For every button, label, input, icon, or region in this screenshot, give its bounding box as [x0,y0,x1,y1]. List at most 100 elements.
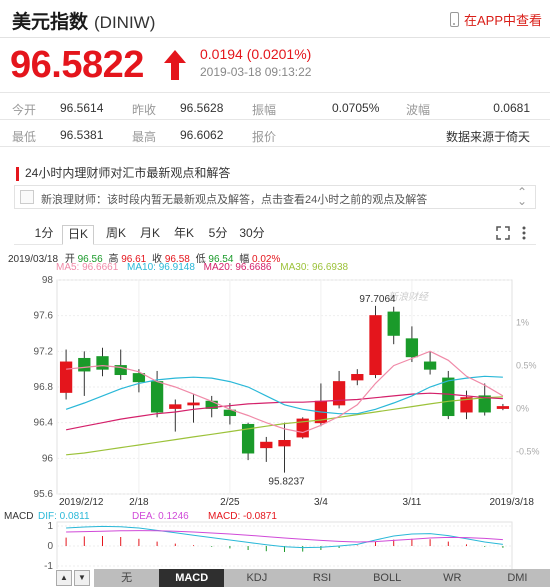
candle [296,418,309,438]
watermark: 新浪财经 [388,291,429,303]
x-tick-label: 2019/2/12 [59,497,104,508]
tab-2[interactable]: 周K [105,226,126,240]
open-in-app-link[interactable]: 在APP中查看 [449,10,542,29]
x-tick-label: 3/4 [314,497,328,508]
candle [114,365,127,376]
x-tick-label: 2/18 [129,497,149,508]
tab-3[interactable]: 月K [139,226,160,240]
ma5-line [66,350,504,434]
arrow-up-icon [164,50,186,80]
candle [369,315,382,376]
y-tick-label: 96 [42,453,54,464]
candle [223,409,237,417]
news-title-text: 24小时内理财师对汇市最新观点和解答 [25,166,231,180]
high-label: 最高 [132,130,157,144]
indicator-tab-macd[interactable]: MACD [159,569,225,587]
scroll-down-button[interactable]: ▼ [74,570,90,586]
y-tick-label: 95.6 [34,489,54,500]
ohlc-readout: 2019/03/18 开 96.56 高 96.61 收 96.58 低 96.… [8,250,280,265]
y-tick-label: 96.4 [34,418,54,429]
news-title[interactable]: 24小时内理财师对汇市最新观点和解答 [16,164,230,181]
stats-row: 最低 96.5381 最高 96.6062 报价 数据来源于倚天 [0,120,550,147]
amplitude-label: 振幅 [252,103,277,117]
indicator-tab-rsi[interactable]: RSI [312,572,332,584]
page-title: 美元指数 (DINIW) [12,12,156,33]
open-label: 开 [64,254,75,265]
open-in-app-label: 在APP中查看 [463,13,542,28]
chevron-updown-icon[interactable]: ⌃ ⌄ [516,185,527,208]
stats-row: 今开 96.5614 昨收 96.5628 振幅 0.0705% 波幅 0.06… [0,93,550,120]
amplitude-value: 0.0705% [332,101,380,115]
wave-value: 0.0681 [493,101,530,115]
candle [442,377,455,417]
tab-0[interactable]: 1分 [34,226,54,240]
ma-legend: MA5: 96.6661 MA10: 96.9148 MA20: 96.6686… [56,262,348,273]
ohlc-low: 96.54 [208,254,234,265]
high-value: 96.6062 [180,128,224,142]
period-tabs: 1分 日K 周K 月K 年K 5分 30分 [14,222,536,245]
header: 美元指数 (DINIW) 在APP中查看 [0,0,550,38]
quote-label: 报价 [252,130,277,144]
candle [460,397,473,413]
macd-dif: DIF: 0.0811 [38,511,90,522]
candle [478,395,491,413]
high-annotation: 97.7064 [359,294,396,305]
ticker-code: (DINIW) [94,13,156,32]
pct-tick-label: 1% [516,317,529,327]
low-label: 最低 [12,130,37,144]
x-tick-label: 2019/3/18 [490,497,535,508]
indicator-tab-无[interactable]: 无 [121,572,133,584]
candle [169,404,182,409]
macd-tick-label: 0 [47,541,53,552]
tab-5[interactable]: 5分 [208,226,228,240]
candle [405,338,419,358]
indicator-tab-boll[interactable]: BOLL [373,572,402,584]
ohlc-amp: 0.02% [252,254,281,265]
candle [351,374,364,381]
candle [260,441,273,449]
ohlc-high: 96.61 [121,254,147,265]
pct-tick-label: 0% [516,403,529,413]
indicator-tab-wr[interactable]: WR [443,572,462,584]
ma30-line [66,396,503,456]
candle [496,406,510,409]
high-label: 高 [108,254,119,265]
indicator-tab-kdj[interactable]: KDJ [246,572,268,584]
candle [332,381,346,406]
kline-chart[interactable]: 98 97.6 97.2 96.8 96.4 96 95.6 1% 0.5% 0% -0.5% 新浪财… [0,272,550,569]
pct-tick-label: 0.5% [516,360,537,370]
news-text: 新浪理财师：该时段内暂无最新观点及解答，点击查看24小时之前的观点及解答 [41,194,428,206]
accent-bar [16,166,19,181]
scroll-up-button[interactable]: ▲ [56,570,72,586]
dif-line [66,525,503,549]
ohlc-date: 2019/03/18 [8,254,59,265]
macd-dea: DEA: 0.1246 [132,511,189,522]
prev-close-value: 96.5628 [180,101,224,115]
indicator-tab-dmi[interactable]: DMI [507,572,528,584]
ma30-value: MA30: 96.6938 [280,262,349,273]
ma20-value: MA20: 96.6686 [203,262,272,273]
low-value: 96.5381 [60,128,104,142]
menu-icon[interactable] [518,226,530,240]
ma20-line [65,392,503,431]
x-tick-label: 3/11 [403,497,422,508]
ma10-line [65,375,503,415]
news-item[interactable]: 新浪理财师：该时段内暂无最新观点及解答，点击查看24小时之前的观点及解答 ⌃ ⌄ [14,185,536,209]
y-tick-label: 96.8 [34,382,54,393]
candle [387,311,400,336]
candle [132,373,146,383]
y-tick-label: 97.2 [34,346,54,357]
macd-label: MACD [4,511,33,522]
tab-1[interactable]: 日K [62,225,94,245]
prev-close-label: 昨收 [132,103,157,117]
candle [150,381,164,413]
candle [96,356,109,370]
tab-6[interactable]: 30分 [239,226,265,240]
ma10-value: MA10: 96.9148 [127,262,195,273]
tab-4[interactable]: 年K [173,226,194,240]
dea-line [66,530,503,543]
y-tick-label: 97.6 [34,311,54,322]
open-label: 今开 [12,103,37,117]
expand-icon[interactable] [496,226,510,240]
ma5-value: MA5: 96.6661 [56,262,119,273]
